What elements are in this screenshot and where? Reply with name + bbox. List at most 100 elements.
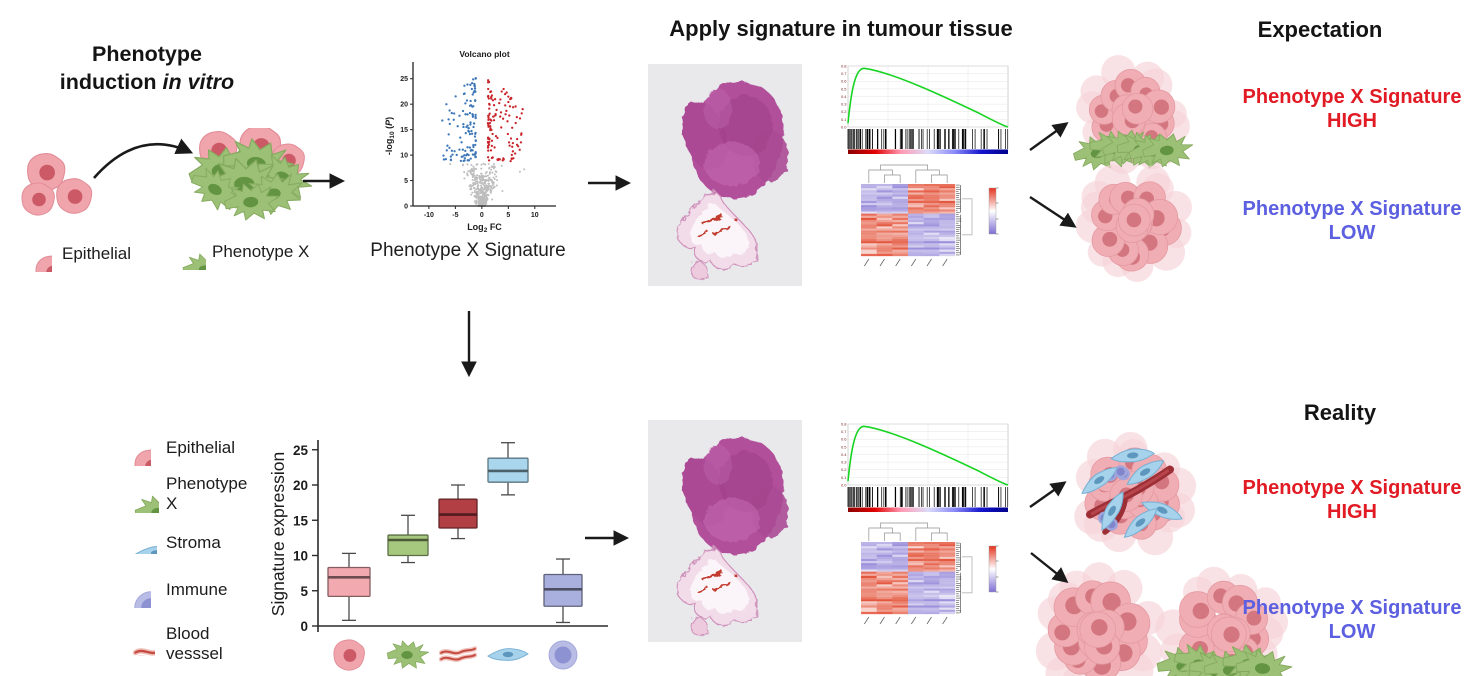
legend-label: Stroma (166, 533, 221, 553)
tumour-cluster-green (1155, 566, 1294, 676)
epithelial-cell-icon (115, 430, 151, 466)
box-phenotype-x (387, 514, 429, 564)
heatmap-bottom (861, 522, 999, 625)
reality-high-line2: HIGH (1327, 500, 1377, 523)
blood-vessel-icon (111, 632, 155, 656)
epithelial-cell-icon (16, 236, 52, 272)
tumour-illustration-reality-low-2 (1155, 566, 1294, 676)
stroma-cell-icon (487, 648, 529, 661)
svg-text:0.8: 0.8 (841, 63, 847, 68)
tumour-illustration-reality-high (1074, 431, 1197, 556)
expectation-low-line2: LOW (1328, 221, 1376, 244)
induction-illustration (21, 128, 319, 223)
induction-curved-arrow (93, 138, 194, 179)
svg-text:0.6: 0.6 (841, 79, 847, 84)
gsea-plot-bottom: 0.8 0.7 0.6 0.5 0.4 0.3 0.2 0.1 0.0 (841, 421, 1009, 512)
legend-item-immune: Immune (100, 570, 262, 610)
svg-text:5: 5 (506, 212, 510, 219)
svg-text:0: 0 (480, 212, 484, 219)
heatmap-top (861, 164, 999, 267)
svg-text:Log2 FC: Log2 FC (467, 222, 502, 234)
expectation-low-line1: Phenotype X Signature (1242, 198, 1462, 220)
row-dendrogram (956, 542, 962, 614)
svg-text:10: 10 (531, 212, 539, 219)
svg-text:0: 0 (404, 203, 408, 210)
epithelial-cell-icon (333, 639, 365, 671)
svg-text:10: 10 (400, 152, 408, 159)
svg-text:0.3: 0.3 (841, 460, 847, 465)
phenotype-x-cell-icon (386, 640, 430, 669)
reality-high-label: Phenotype X Signature HIGH (1230, 477, 1474, 524)
legend-label-epithelial: Epithelial (62, 244, 131, 263)
svg-text:Volcano plot: Volcano plot (459, 49, 510, 59)
tumour-illustration-expectation-low (1075, 164, 1192, 283)
tumour-illustration-reality-low-1 (1035, 562, 1165, 676)
histology-image-bottom (648, 420, 802, 642)
svg-text:-log10 (P): -log10 (P) (384, 117, 396, 155)
svg-text:0.7: 0.7 (841, 71, 847, 76)
reality-low-line2: LOW (1328, 620, 1376, 643)
svg-text:0.0: 0.0 (841, 482, 847, 487)
legend-item-epithelial-bottom: Epithelial (100, 428, 262, 468)
tumour-cluster-plain (1075, 164, 1192, 283)
legend-label: Blood vesssel (166, 624, 223, 663)
svg-text:20: 20 (400, 102, 408, 109)
legend-item-stroma: Stroma (100, 523, 262, 563)
tumour-cluster-green (1071, 54, 1195, 174)
section-title-apply-signature: Apply signature in tumour tissue (669, 16, 1013, 41)
svg-text:5: 5 (404, 178, 408, 185)
svg-text:5: 5 (300, 584, 308, 599)
svg-text:0.1: 0.1 (841, 117, 847, 122)
reality-low-line1: Phenotype X Signature (1242, 597, 1462, 619)
svg-text:0.5: 0.5 (841, 444, 847, 449)
volcano-caption: Phenotype X Signature (370, 240, 566, 261)
svg-text:0.2: 0.2 (841, 109, 847, 114)
legend-label: Immune (166, 580, 228, 600)
box-blood-vessel (438, 484, 478, 540)
svg-text:0: 0 (300, 619, 308, 634)
column-dendrogram (868, 164, 948, 183)
blood-vessel-illustration (1086, 465, 1174, 535)
induction-title-line2: induction (59, 70, 157, 95)
volcano-plot: Volcano plot 0 5 10 15 20 25 -10 -5 0 5 10 Log2 FC -l… (384, 49, 556, 234)
section-title-phenotype-induction: Phenotype induction in vitro (28, 40, 266, 97)
legend-label: Epithelial (166, 438, 235, 458)
expectation-high-label: Phenotype X Signature HIGH (1230, 86, 1474, 133)
tumour-cluster-plain (1035, 562, 1165, 676)
svg-text:0.5: 0.5 (841, 86, 847, 91)
induction-title-line1: Phenotype (92, 42, 202, 66)
histology-image-top (648, 64, 802, 286)
legend-item-phenotype-x: Phenotype X (156, 234, 309, 270)
phenotype-x-cell-icon (107, 475, 159, 513)
immune-cell-icon (548, 640, 578, 670)
svg-text:25: 25 (400, 76, 408, 83)
legend-item-phenotype-x-bottom: Phenotype X (100, 474, 262, 514)
stroma-cell-icon (109, 532, 157, 554)
svg-text:0.4: 0.4 (841, 94, 847, 99)
phenotype-x-cell-icon (156, 234, 206, 270)
expectation-high-line1: Phenotype X Signature (1242, 86, 1462, 108)
flow-arrow (1029, 481, 1067, 508)
gsea-plot-top: 0.8 0.7 0.6 0.5 0.4 0.3 0.2 0.1 0.0 (841, 63, 1009, 154)
tumour-cluster-stroma (1074, 431, 1197, 556)
row-dendrogram (956, 184, 962, 256)
hit-barcode (847, 487, 1009, 507)
boxplot-ylabel: Signature expression (268, 452, 288, 616)
box-epithelial (327, 552, 371, 622)
enrichment-curve (847, 425, 1009, 486)
svg-text:0.6: 0.6 (841, 437, 847, 442)
legend-item-blood-vessel: Blood vesssel (100, 616, 262, 672)
svg-text:-5: -5 (452, 212, 458, 219)
legend-label-phenotype-x: Phenotype X (212, 242, 310, 261)
heatmap-colorbar (988, 187, 997, 235)
legend-label: Phenotype X (166, 474, 248, 513)
legend-item-epithelial: Epithelial (16, 236, 131, 272)
expectation-high-line2: HIGH (1327, 109, 1377, 132)
immune-cell-icon (115, 572, 151, 608)
section-title-reality: Reality (1303, 400, 1377, 425)
volcano-points (441, 76, 526, 207)
svg-text:0.3: 0.3 (841, 102, 847, 107)
svg-text:-10: -10 (424, 212, 434, 219)
rank-gradient-bar (848, 149, 1008, 154)
